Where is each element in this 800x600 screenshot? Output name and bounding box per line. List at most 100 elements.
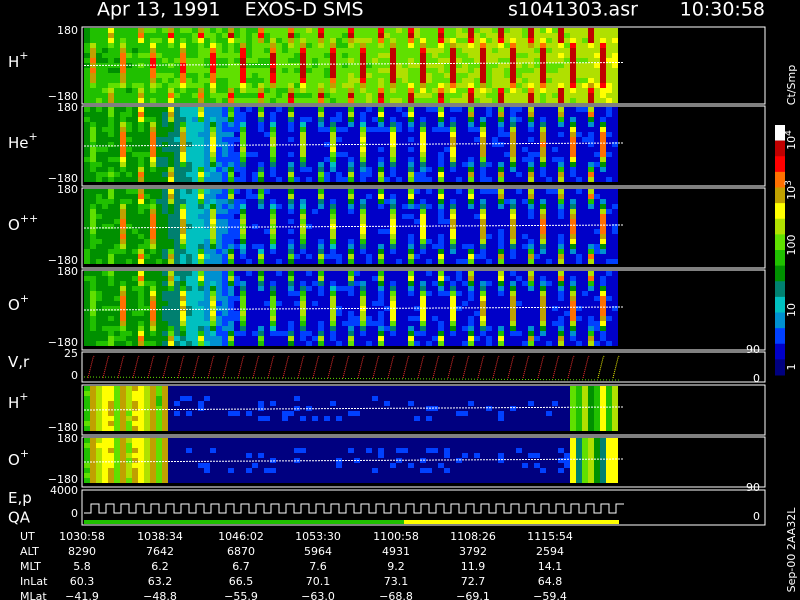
spectrogram-cell bbox=[582, 83, 588, 88]
spectrogram-cell bbox=[486, 229, 492, 234]
spectrogram-cell bbox=[162, 276, 168, 281]
spectrogram-cell bbox=[444, 326, 450, 331]
spectrogram-cell bbox=[198, 286, 204, 291]
spectrogram-cell bbox=[246, 276, 252, 281]
spectrogram-cell bbox=[222, 152, 228, 157]
spectrogram-cell bbox=[192, 336, 198, 341]
spectrogram-cell bbox=[588, 147, 594, 152]
spectrogram-cell bbox=[588, 117, 594, 122]
spectrogram-cell bbox=[192, 28, 198, 33]
spectrogram-cell bbox=[300, 254, 306, 259]
spectrogram-cell bbox=[120, 199, 126, 204]
spectrogram-cell bbox=[324, 177, 330, 182]
spectrogram-cell bbox=[432, 331, 438, 336]
spectrogram-cell bbox=[414, 286, 420, 291]
spectrogram-cell bbox=[450, 306, 456, 311]
spectrogram-cell bbox=[282, 132, 288, 137]
spectrogram-cell bbox=[246, 142, 252, 147]
spectrogram-cell bbox=[246, 291, 252, 296]
spectrogram-cell bbox=[216, 58, 222, 63]
spectrogram-cell bbox=[192, 276, 198, 281]
spectrogram-cell bbox=[444, 214, 450, 219]
spectrogram-cell bbox=[342, 73, 348, 78]
spectrogram-cell bbox=[222, 58, 228, 63]
spectrogram-cell bbox=[474, 194, 480, 199]
spectrogram-cell bbox=[192, 122, 198, 127]
spectrogram-cell bbox=[276, 336, 282, 341]
spectrogram-cell bbox=[390, 132, 396, 137]
spectrogram-cell bbox=[306, 172, 312, 177]
spectrogram-cell bbox=[402, 147, 408, 152]
spectrogram-cell bbox=[222, 177, 228, 182]
spectrogram-cell bbox=[444, 53, 450, 58]
spectrogram-cell bbox=[234, 117, 240, 122]
spectrogram-cell bbox=[342, 107, 348, 112]
spectrogram-cell bbox=[162, 189, 168, 194]
spectrogram-cell bbox=[444, 93, 450, 98]
spectrogram-cell bbox=[510, 78, 516, 83]
spectrogram-cell bbox=[204, 107, 210, 112]
spectrogram-cell bbox=[546, 63, 552, 68]
spectrogram-cell bbox=[174, 341, 180, 346]
spectrogram-cell bbox=[564, 88, 570, 93]
spectrogram-cell bbox=[234, 157, 240, 162]
spectrogram-cell bbox=[132, 239, 138, 244]
spectrogram-cell bbox=[162, 28, 168, 33]
spectrogram-cell bbox=[354, 43, 360, 48]
spectrogram-cell bbox=[528, 83, 534, 88]
spectrogram-cell bbox=[204, 276, 210, 281]
spectrogram-cell bbox=[294, 152, 300, 157]
spectrogram-cell bbox=[168, 142, 174, 147]
spectrogram-cell bbox=[252, 254, 258, 259]
spectrogram-cell bbox=[588, 88, 594, 93]
spectrogram-cell bbox=[204, 234, 210, 239]
spectrogram-cell bbox=[126, 167, 132, 172]
spectrogram-cell bbox=[372, 53, 378, 58]
spectrogram-cell bbox=[552, 53, 558, 58]
spectrogram-cell bbox=[468, 194, 474, 199]
spectrogram-cell bbox=[570, 254, 576, 259]
spectrogram-cell bbox=[366, 254, 372, 259]
spectrogram-cell bbox=[438, 68, 444, 73]
spectrogram-cell bbox=[510, 152, 516, 157]
spectrogram-cell bbox=[366, 331, 372, 336]
spectrogram-cell bbox=[582, 229, 588, 234]
spectrogram-cell bbox=[228, 249, 234, 254]
spectrogram-cell bbox=[198, 204, 204, 209]
spectrogram-cell bbox=[438, 209, 444, 214]
spectrogram-cell bbox=[540, 244, 546, 249]
spectrogram-cell bbox=[516, 152, 522, 157]
spectrogram-cell bbox=[390, 53, 396, 58]
spectrogram-cell bbox=[336, 219, 342, 224]
spectrogram-cell bbox=[294, 167, 300, 172]
spectrogram-cell bbox=[282, 194, 288, 199]
spectrogram-cell bbox=[180, 244, 186, 249]
spectrogram-cell bbox=[432, 189, 438, 194]
spectrogram-cell bbox=[186, 43, 192, 48]
spectrogram-cell bbox=[168, 296, 174, 301]
spectrogram-cell bbox=[174, 306, 180, 311]
spectrogram-cell bbox=[426, 229, 432, 234]
spectrogram-cell bbox=[84, 78, 90, 83]
spectrogram-cell bbox=[174, 83, 180, 88]
spectrogram-cell bbox=[306, 286, 312, 291]
spectrogram-cell bbox=[606, 117, 612, 122]
spectrogram-cell bbox=[600, 88, 606, 93]
spectrogram-cell bbox=[144, 194, 150, 199]
spectrogram-cell bbox=[222, 239, 228, 244]
spectrogram-cell bbox=[360, 276, 366, 281]
spectrogram-cell bbox=[486, 172, 492, 177]
spectrogram-cell bbox=[384, 132, 390, 137]
spectrogram-cell bbox=[144, 234, 150, 239]
spectrogram-cell bbox=[606, 249, 612, 254]
spectrogram-cell bbox=[420, 147, 426, 152]
spectrogram-cell bbox=[132, 214, 138, 219]
spectrogram-cell bbox=[426, 137, 432, 142]
spectrogram-cell bbox=[120, 137, 126, 142]
spectrogram-cell bbox=[534, 224, 540, 229]
spectrogram-cell bbox=[594, 254, 600, 259]
spectrogram-cell bbox=[96, 194, 102, 199]
spectrogram-cell bbox=[456, 234, 462, 239]
spectrogram-cell bbox=[540, 249, 546, 254]
spectrogram-cell bbox=[570, 48, 576, 53]
